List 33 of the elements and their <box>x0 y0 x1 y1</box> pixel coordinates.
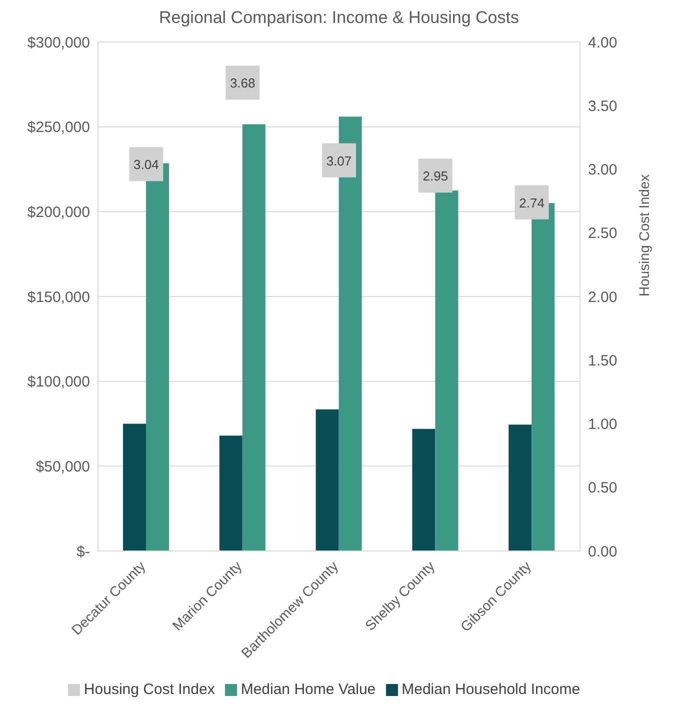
y-tick-label: $300,000 <box>27 34 90 52</box>
y-tick-label: $100,000 <box>27 374 90 391</box>
bar <box>242 124 266 551</box>
bar <box>412 428 436 551</box>
bar <box>435 190 458 551</box>
y2-tick-label: 1.50 <box>588 352 618 370</box>
y2-tick-label: 3.50 <box>588 98 618 115</box>
y2-tick-label: 1.00 <box>588 416 618 434</box>
chart-title: Regional Comparison: Income & Housing Costs <box>158 8 520 28</box>
data-label: 3.68 <box>230 76 256 91</box>
bar <box>316 409 339 551</box>
y-tick-label: $- <box>76 543 90 560</box>
y2-tick-label: 0.00 <box>588 543 618 560</box>
bar <box>508 424 532 551</box>
y2-tick-label: 0.50 <box>588 480 618 497</box>
y2-tick-label: 2.00 <box>588 288 618 306</box>
legend-label: Median Home Value <box>240 681 376 698</box>
y-tick-label: $150,000 <box>27 288 90 306</box>
y-tick-label: $250,000 <box>27 119 90 136</box>
data-label: 3.07 <box>326 153 352 168</box>
data-label: 2.74 <box>519 195 544 210</box>
y-tick-label: $50,000 <box>36 458 90 476</box>
bar <box>123 424 146 551</box>
y2-tick-label: 4.00 <box>588 34 618 52</box>
y2-tick-label: 2.50 <box>588 225 618 242</box>
legend-label: Housing Cost Index <box>84 681 215 698</box>
bar <box>219 436 242 551</box>
y-tick-label: $200,000 <box>27 204 90 221</box>
y2-axis-title: Housing Cost Index <box>636 174 652 296</box>
legend-label: Median Household Income <box>402 681 580 698</box>
data-label: 3.04 <box>134 157 159 172</box>
data-label: 2.95 <box>422 168 448 184</box>
y2-tick-label: 3.00 <box>588 162 618 179</box>
